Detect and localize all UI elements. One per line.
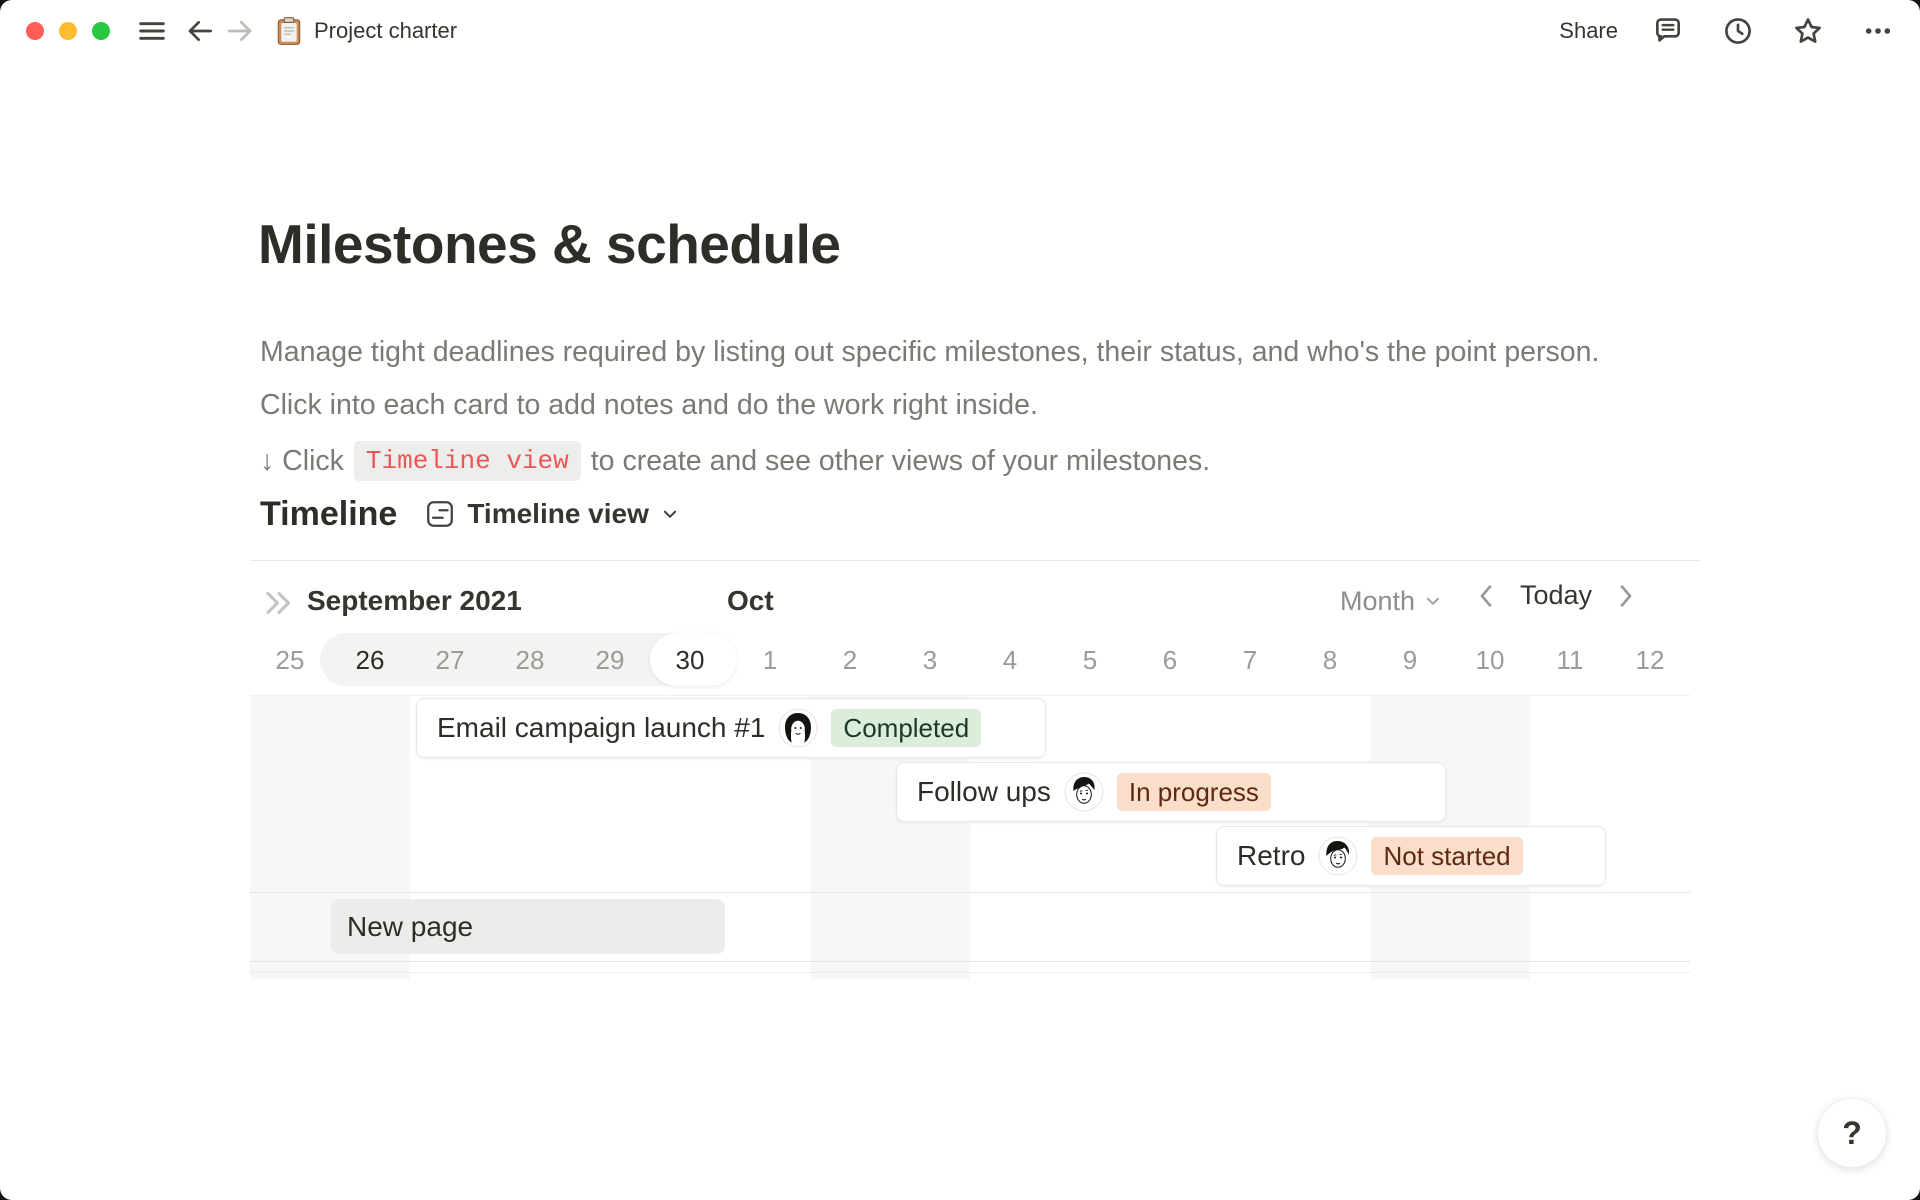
- page-description: Manage tight deadlines required by listi…: [260, 336, 1600, 421]
- day-header-30: 30: [675, 645, 705, 675]
- hint-code-chip: Timeline view: [353, 441, 581, 481]
- forward-button[interactable]: [224, 15, 256, 47]
- timeline-widget: September 2021 Oct Month Today 25 26 27 28 2…: [250, 578, 1690, 1002]
- today-button[interactable]: Today: [1520, 580, 1593, 610]
- previous-period-button[interactable]: [1478, 582, 1494, 610]
- new-page-label: New page: [347, 910, 474, 942]
- new-page-bar[interactable]: New page: [331, 899, 725, 954]
- day-header-10: 10: [1475, 645, 1505, 675]
- clock-icon: [1725, 18, 1751, 44]
- double-chevron-right-icon: [266, 591, 291, 615]
- status-badge: Completed: [831, 709, 982, 747]
- timeline-grid: Email campaign launch #1 Completed Follow …: [250, 695, 1690, 979]
- database-header: Timeline Timeline view: [260, 494, 685, 534]
- hamburger-icon: [139, 22, 165, 40]
- page-emoji-clipboard-icon: [277, 17, 301, 45]
- day-header-5: 5: [1082, 645, 1098, 675]
- ellipsis-icon: [1865, 28, 1891, 34]
- hint-line: ↓ Click Timeline view to create and see …: [260, 441, 1210, 481]
- hint-suffix: to create and see other views of your mi…: [590, 444, 1211, 477]
- comment-icon: [1656, 18, 1680, 42]
- milestone-title: Retro: [1237, 840, 1306, 871]
- minimize-window-button[interactable]: [59, 22, 77, 40]
- status-badge: Not started: [1371, 837, 1523, 875]
- breadcrumb-page-title[interactable]: Project charter: [314, 18, 458, 43]
- zoom-window-button[interactable]: [92, 22, 110, 40]
- day-header-1: 1: [762, 645, 778, 675]
- help-button[interactable]: ?: [1817, 1098, 1887, 1168]
- timeline-view-icon: [427, 501, 454, 527]
- comments-button[interactable]: [1652, 15, 1684, 47]
- month-label-september: September 2021: [307, 585, 522, 616]
- day-header-7: 7: [1242, 645, 1258, 675]
- chevron-left-icon: [1480, 584, 1492, 607]
- chevron-down-icon: [663, 510, 676, 518]
- milestone-card[interactable]: Email campaign launch #1 Completed: [416, 698, 1046, 758]
- day-header-25: 25: [275, 645, 305, 675]
- scroll-months-button[interactable]: [258, 584, 300, 625]
- day-header-2: 2: [842, 645, 858, 675]
- star-icon: [1795, 18, 1821, 43]
- traffic-lights: [26, 22, 110, 40]
- timeline-scale-selector[interactable]: Month: [1340, 580, 1442, 622]
- timeline-day-row: 25 26 27 28 29 30 1 2 3 4 5 6 7 8 9 10 11 12: [250, 630, 1690, 690]
- day-header-26: 26: [355, 645, 385, 675]
- close-window-button[interactable]: [26, 22, 44, 40]
- share-button[interactable]: Share: [1559, 18, 1618, 43]
- timeline-view-label: Timeline view: [467, 498, 649, 529]
- day-header-3: 3: [922, 645, 938, 675]
- day-header-9: 9: [1402, 645, 1418, 675]
- next-period-button[interactable]: [1618, 582, 1634, 610]
- day-header-8: 8: [1322, 645, 1338, 675]
- day-header-28: 28: [515, 645, 545, 675]
- updates-button[interactable]: [1722, 15, 1754, 47]
- back-arrow-icon: [188, 21, 212, 41]
- timeline-view-tab[interactable]: Timeline view: [419, 494, 685, 534]
- month-label-oct: Oct: [727, 585, 774, 616]
- day-header-29: 29: [595, 645, 625, 675]
- man-short-hair-avatar: [1064, 772, 1104, 812]
- back-button[interactable]: [184, 15, 216, 47]
- day-header-12: 12: [1635, 645, 1665, 675]
- chevron-down-icon: [1426, 597, 1440, 605]
- database-title: Timeline: [260, 494, 398, 533]
- milestone-card[interactable]: Retro Not started: [1216, 826, 1606, 886]
- today-pill: [650, 633, 737, 686]
- day-header-6: 6: [1162, 645, 1178, 675]
- section-divider: [250, 560, 1700, 561]
- row-divider: [250, 892, 1690, 893]
- milestone-title: Email campaign launch #1: [437, 712, 766, 743]
- row-divider: [250, 972, 1690, 973]
- titlebar: Project charter Share: [0, 0, 1920, 62]
- day-header-4: 4: [1002, 645, 1018, 675]
- timeline-navigation: Today: [1478, 580, 1634, 611]
- status-badge: In progress: [1116, 773, 1271, 811]
- milestone-card[interactable]: Follow ups In progress: [896, 762, 1446, 822]
- chevron-right-icon: [1620, 584, 1632, 607]
- milestone-title: Follow ups: [917, 776, 1051, 807]
- favorite-button[interactable]: [1792, 15, 1824, 47]
- hint-prefix: ↓ Click: [260, 444, 344, 477]
- woman-bob-avatar: [778, 708, 818, 748]
- day-header-27: 27: [435, 645, 465, 675]
- row-divider: [250, 961, 1690, 962]
- man-side-part-avatar: [1318, 836, 1358, 876]
- day-header-11: 11: [1556, 645, 1584, 675]
- sidebar-menu-button[interactable]: [136, 15, 168, 47]
- page-title: Milestones & schedule: [258, 213, 841, 275]
- scale-label: Month: [1340, 586, 1416, 616]
- forward-arrow-icon: [228, 21, 252, 41]
- more-options-button[interactable]: [1862, 15, 1894, 47]
